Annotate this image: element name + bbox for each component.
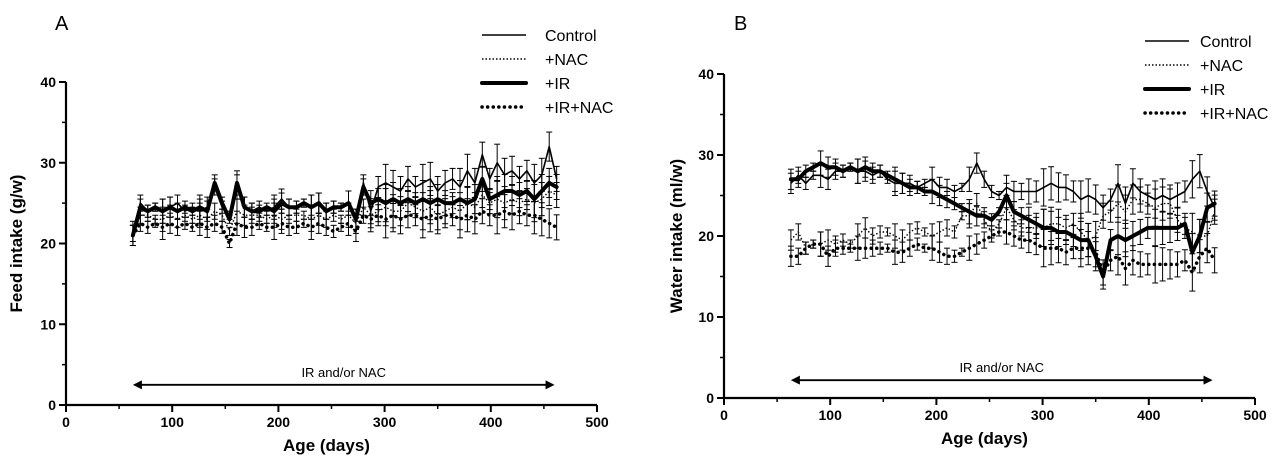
y-tick-label: 10 (40, 316, 56, 332)
x-axis-title: Age (days) (941, 429, 1028, 448)
legend-label: +NAC (1200, 58, 1243, 75)
series-control (129, 131, 560, 242)
series-ir (787, 150, 1218, 290)
series-line (131, 209, 559, 246)
x-tick-label: 500 (1243, 407, 1267, 423)
x-axis-title: Age (days) (283, 436, 370, 455)
panel-label: B (734, 13, 747, 35)
legend-label: +IR (1200, 82, 1225, 99)
y-tick-label: 0 (48, 397, 56, 413)
y-tick-label: 30 (40, 155, 56, 171)
annotation-label: IR and/or NAC (301, 365, 386, 380)
arrow-head-left (790, 375, 800, 385)
x-tick-label: 100 (161, 414, 185, 430)
series-line (788, 161, 1217, 279)
series-line (789, 230, 1217, 275)
annotation-label: IR and/or NAC (959, 360, 1044, 375)
y-tick-label: 20 (698, 228, 714, 244)
legend-label: Control (1200, 34, 1252, 51)
series-line (132, 145, 558, 232)
legend-label: +IR+NAC (545, 100, 613, 117)
y-tick-label: 10 (698, 309, 714, 325)
arrow-head-left (132, 380, 142, 390)
x-tick-label: 200 (925, 407, 949, 423)
treatment-period-arrow: IR and/or NAC (790, 360, 1213, 385)
x-tick-label: 300 (373, 414, 397, 430)
x-tick-label: 400 (479, 414, 503, 430)
legend-label: +NAC (545, 52, 588, 69)
legend-label: +IR (545, 76, 570, 93)
treatment-period-arrow: IR and/or NAC (132, 365, 555, 390)
y-axis-title: Feed intake (g/w) (7, 175, 26, 313)
series-line (130, 176, 559, 238)
y-tick-label: 30 (698, 147, 714, 163)
series-line (132, 190, 557, 236)
x-tick-label: 200 (267, 414, 291, 430)
x-tick-label: 300 (1031, 407, 1055, 423)
y-tick-label: 40 (698, 66, 714, 82)
x-tick-label: 0 (62, 414, 70, 430)
y-axis-title: Water intake (ml/w) (667, 159, 686, 313)
y-tick-label: 40 (40, 74, 56, 90)
x-tick-label: 0 (720, 407, 728, 423)
series-ir-nac (787, 219, 1218, 292)
y-tick-label: 0 (706, 390, 714, 406)
arrow-head-right (545, 380, 555, 390)
legend: Control +NAC +IR +IR+NAC (480, 28, 613, 117)
series-ir-nac (129, 194, 560, 249)
x-tick-label: 100 (819, 407, 843, 423)
legend-label: +IR+NAC (1200, 106, 1268, 123)
x-tick-label: 400 (1137, 407, 1161, 423)
arrow-head-right (1203, 375, 1213, 385)
y-tick-label: 20 (40, 236, 56, 252)
panel-label: A (55, 13, 69, 35)
legend-label: Control (545, 28, 597, 45)
legend: Control +NAC +IR +IR+NAC (1143, 34, 1268, 123)
series-line (790, 198, 1216, 249)
x-tick-label: 500 (585, 414, 609, 430)
